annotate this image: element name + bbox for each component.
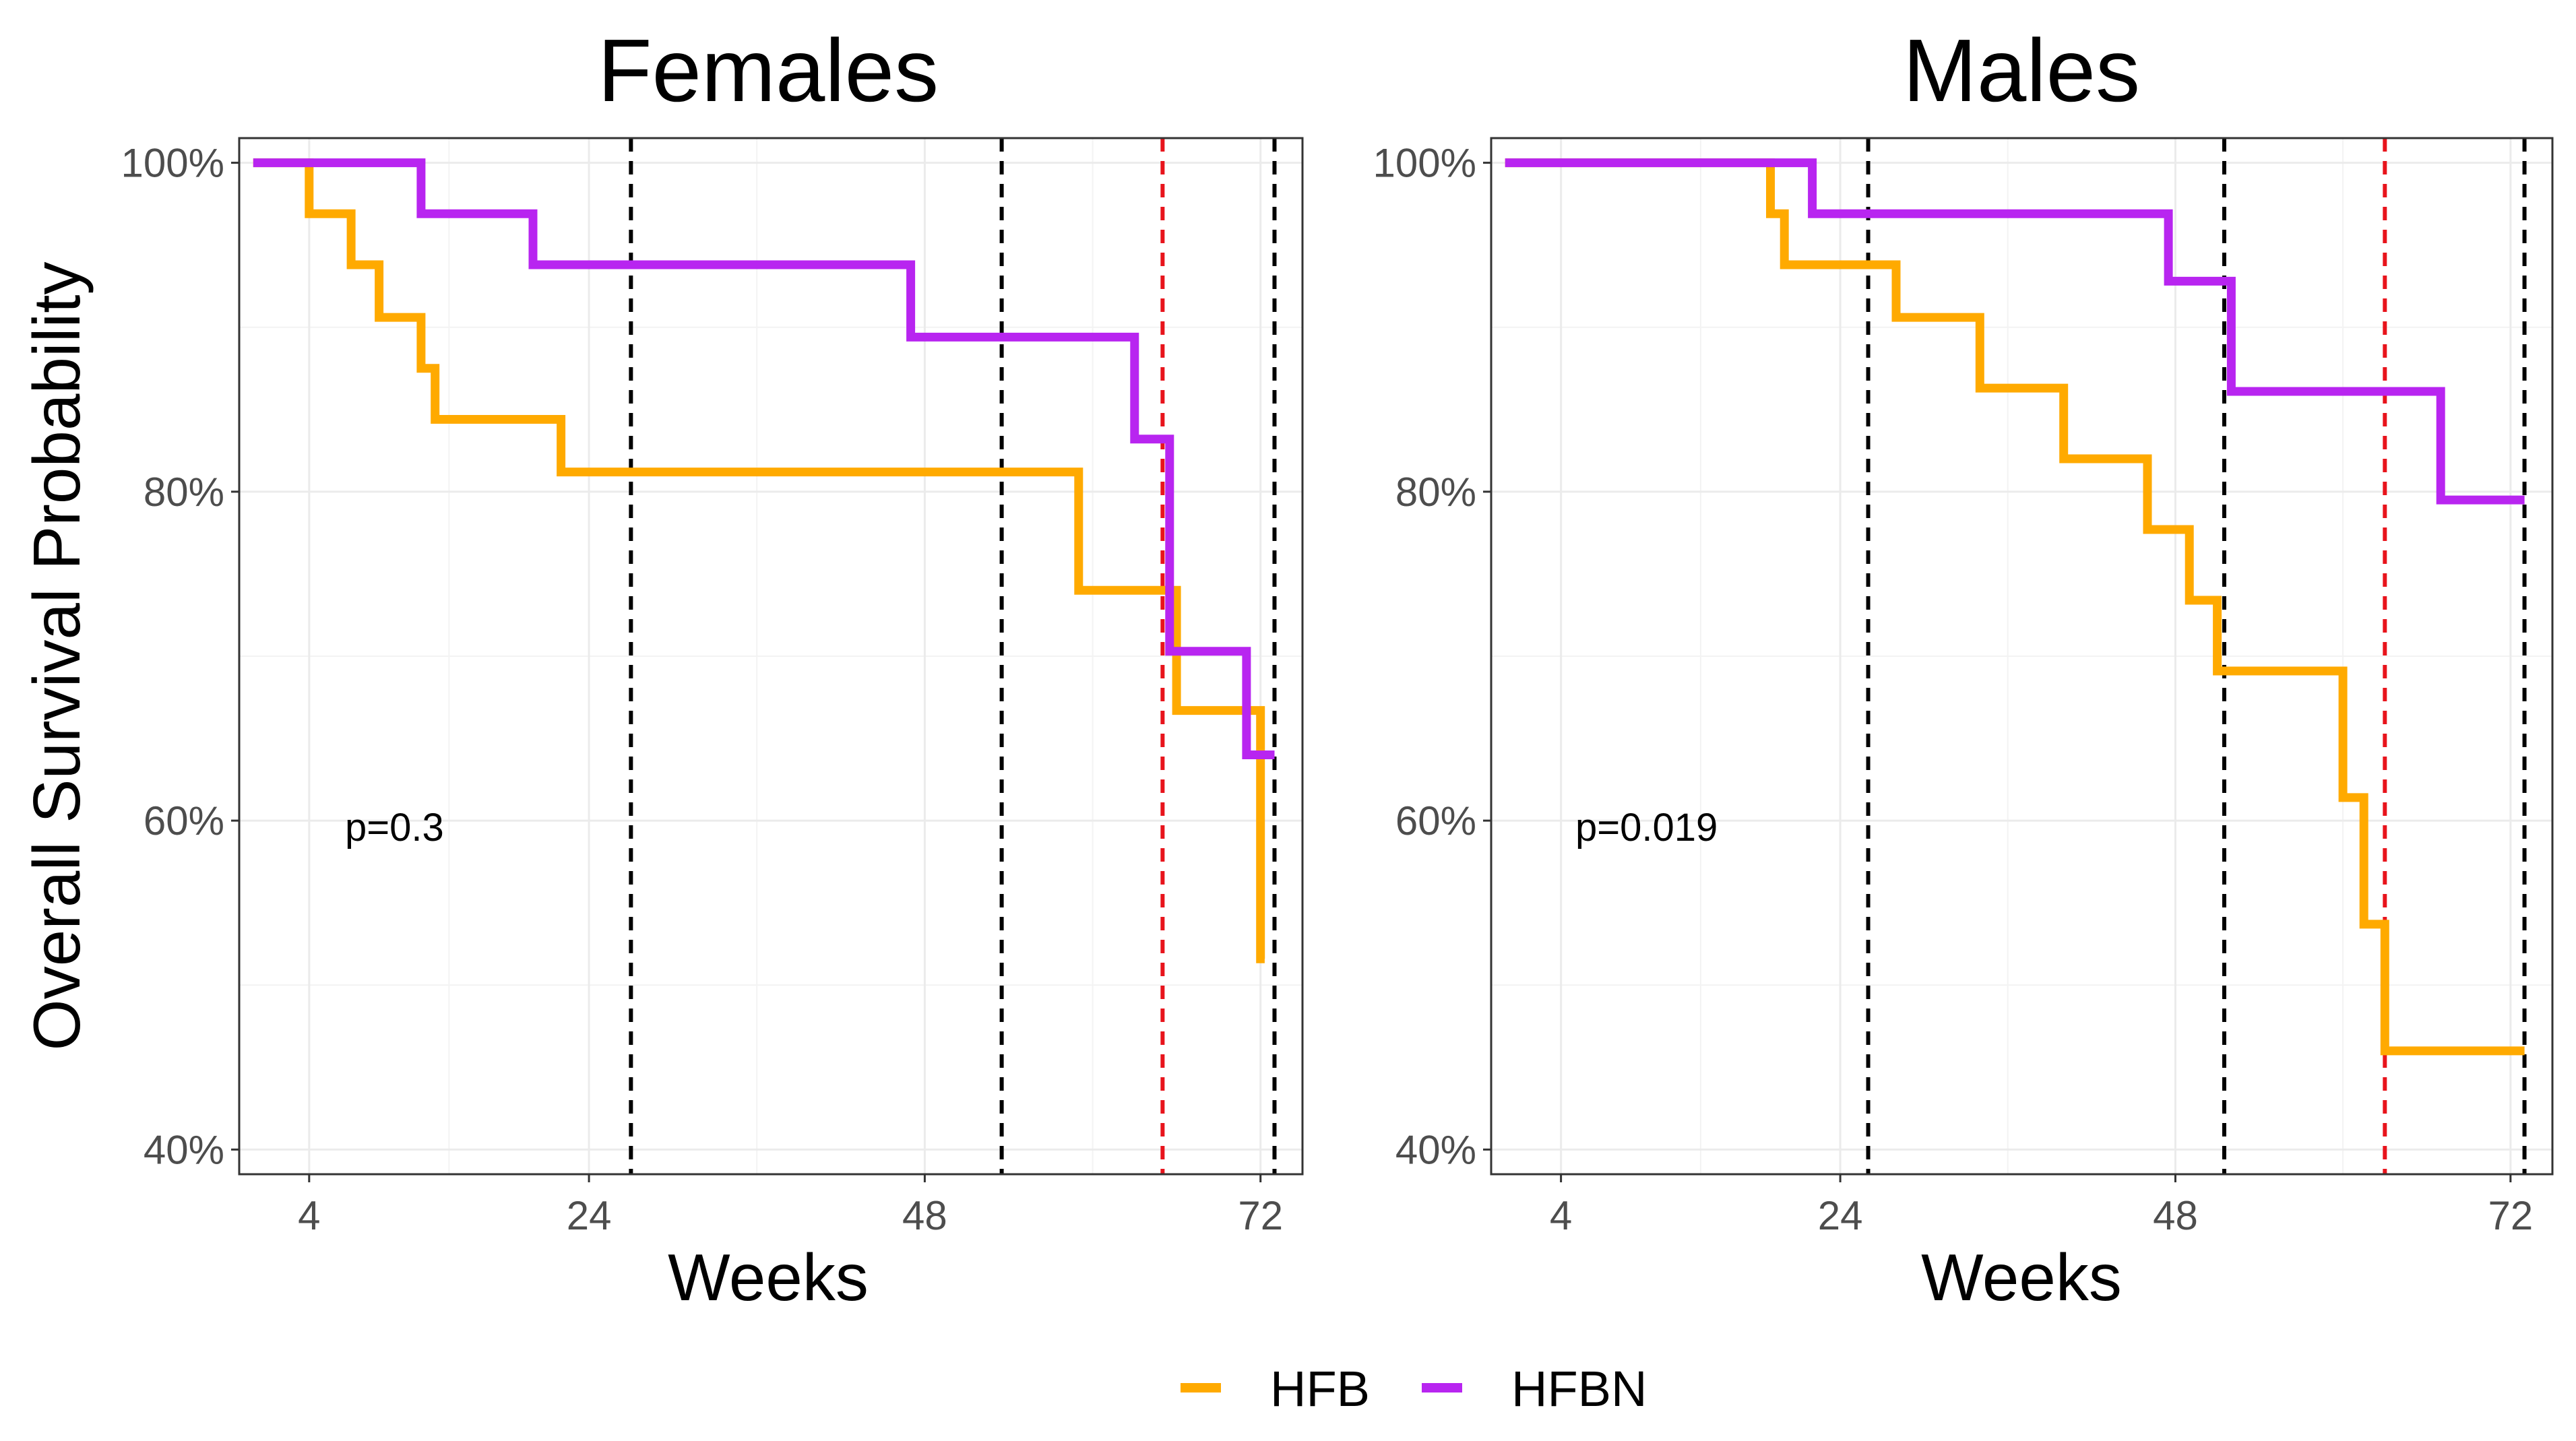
females-y-tick-label: 100% — [121, 141, 224, 186]
males-y-tick-label: 60% — [1395, 798, 1476, 843]
males-x-tick-label: 48 — [2153, 1193, 2198, 1238]
males-axis-ticks: 4 24 48 72 40% 60% 80% 100% — [1373, 141, 2534, 1238]
legend: HFB HFBN — [1181, 1361, 1647, 1417]
males-x-tick-label: 72 — [2488, 1193, 2533, 1238]
males-curve-hfbn — [1505, 158, 2525, 505]
females-y-tick-label: 60% — [144, 798, 224, 843]
females-reference-lines — [629, 138, 1277, 1174]
females-x-tick-label: 72 — [1238, 1193, 1283, 1238]
males-reference-lines — [1866, 138, 2527, 1174]
females-curve-hfb — [253, 158, 1265, 963]
legend-label-hfbn: HFBN — [1511, 1361, 1647, 1417]
males-survival-curves — [1505, 158, 2525, 1056]
females-survival-curves — [253, 158, 1275, 963]
males-x-tick-label: 4 — [1550, 1193, 1572, 1238]
males-curve-hfb — [1505, 158, 2525, 1056]
legend-label-hfb: HFB — [1270, 1361, 1370, 1417]
females-x-axis-title: Weeks — [668, 1240, 869, 1314]
males-x-tick-label: 24 — [1818, 1193, 1863, 1238]
males-x-axis-title: Weeks — [1921, 1240, 2122, 1314]
females-grid — [239, 138, 1302, 1174]
females-axis-ticks: 4 24 48 72 40% 60% 80% 100% — [121, 141, 1284, 1238]
males-p-value: p=0.019 — [1575, 806, 1718, 850]
females-x-tick-label: 24 — [567, 1193, 612, 1238]
males-title: Males — [1903, 21, 2140, 120]
males-y-tick-label: 80% — [1395, 470, 1476, 515]
males-y-tick-label: 100% — [1373, 141, 1476, 186]
females-x-tick-label: 4 — [298, 1193, 320, 1238]
females-title: Females — [598, 21, 939, 120]
males-plot-frame — [1490, 137, 2554, 1176]
females-panel: Females 4 24 48 72 40% 60% 80% 100% p=0.3 Weeks… — [20, 21, 1304, 1314]
females-x-tick-label: 48 — [902, 1193, 947, 1238]
males-panel: Males 4 24 48 72 40% 60% 80% 100% p=0.019 Weeks — [1373, 21, 2554, 1314]
females-plot-frame — [238, 137, 1304, 1176]
males-y-tick-label: 40% — [1395, 1127, 1476, 1172]
females-curve-hfbn — [253, 158, 1275, 759]
females-y-tick-label: 80% — [144, 470, 224, 515]
y-axis-title: Overall Survival Probability — [20, 262, 94, 1051]
females-p-value: p=0.3 — [345, 806, 444, 850]
females-y-tick-label: 40% — [144, 1127, 224, 1172]
